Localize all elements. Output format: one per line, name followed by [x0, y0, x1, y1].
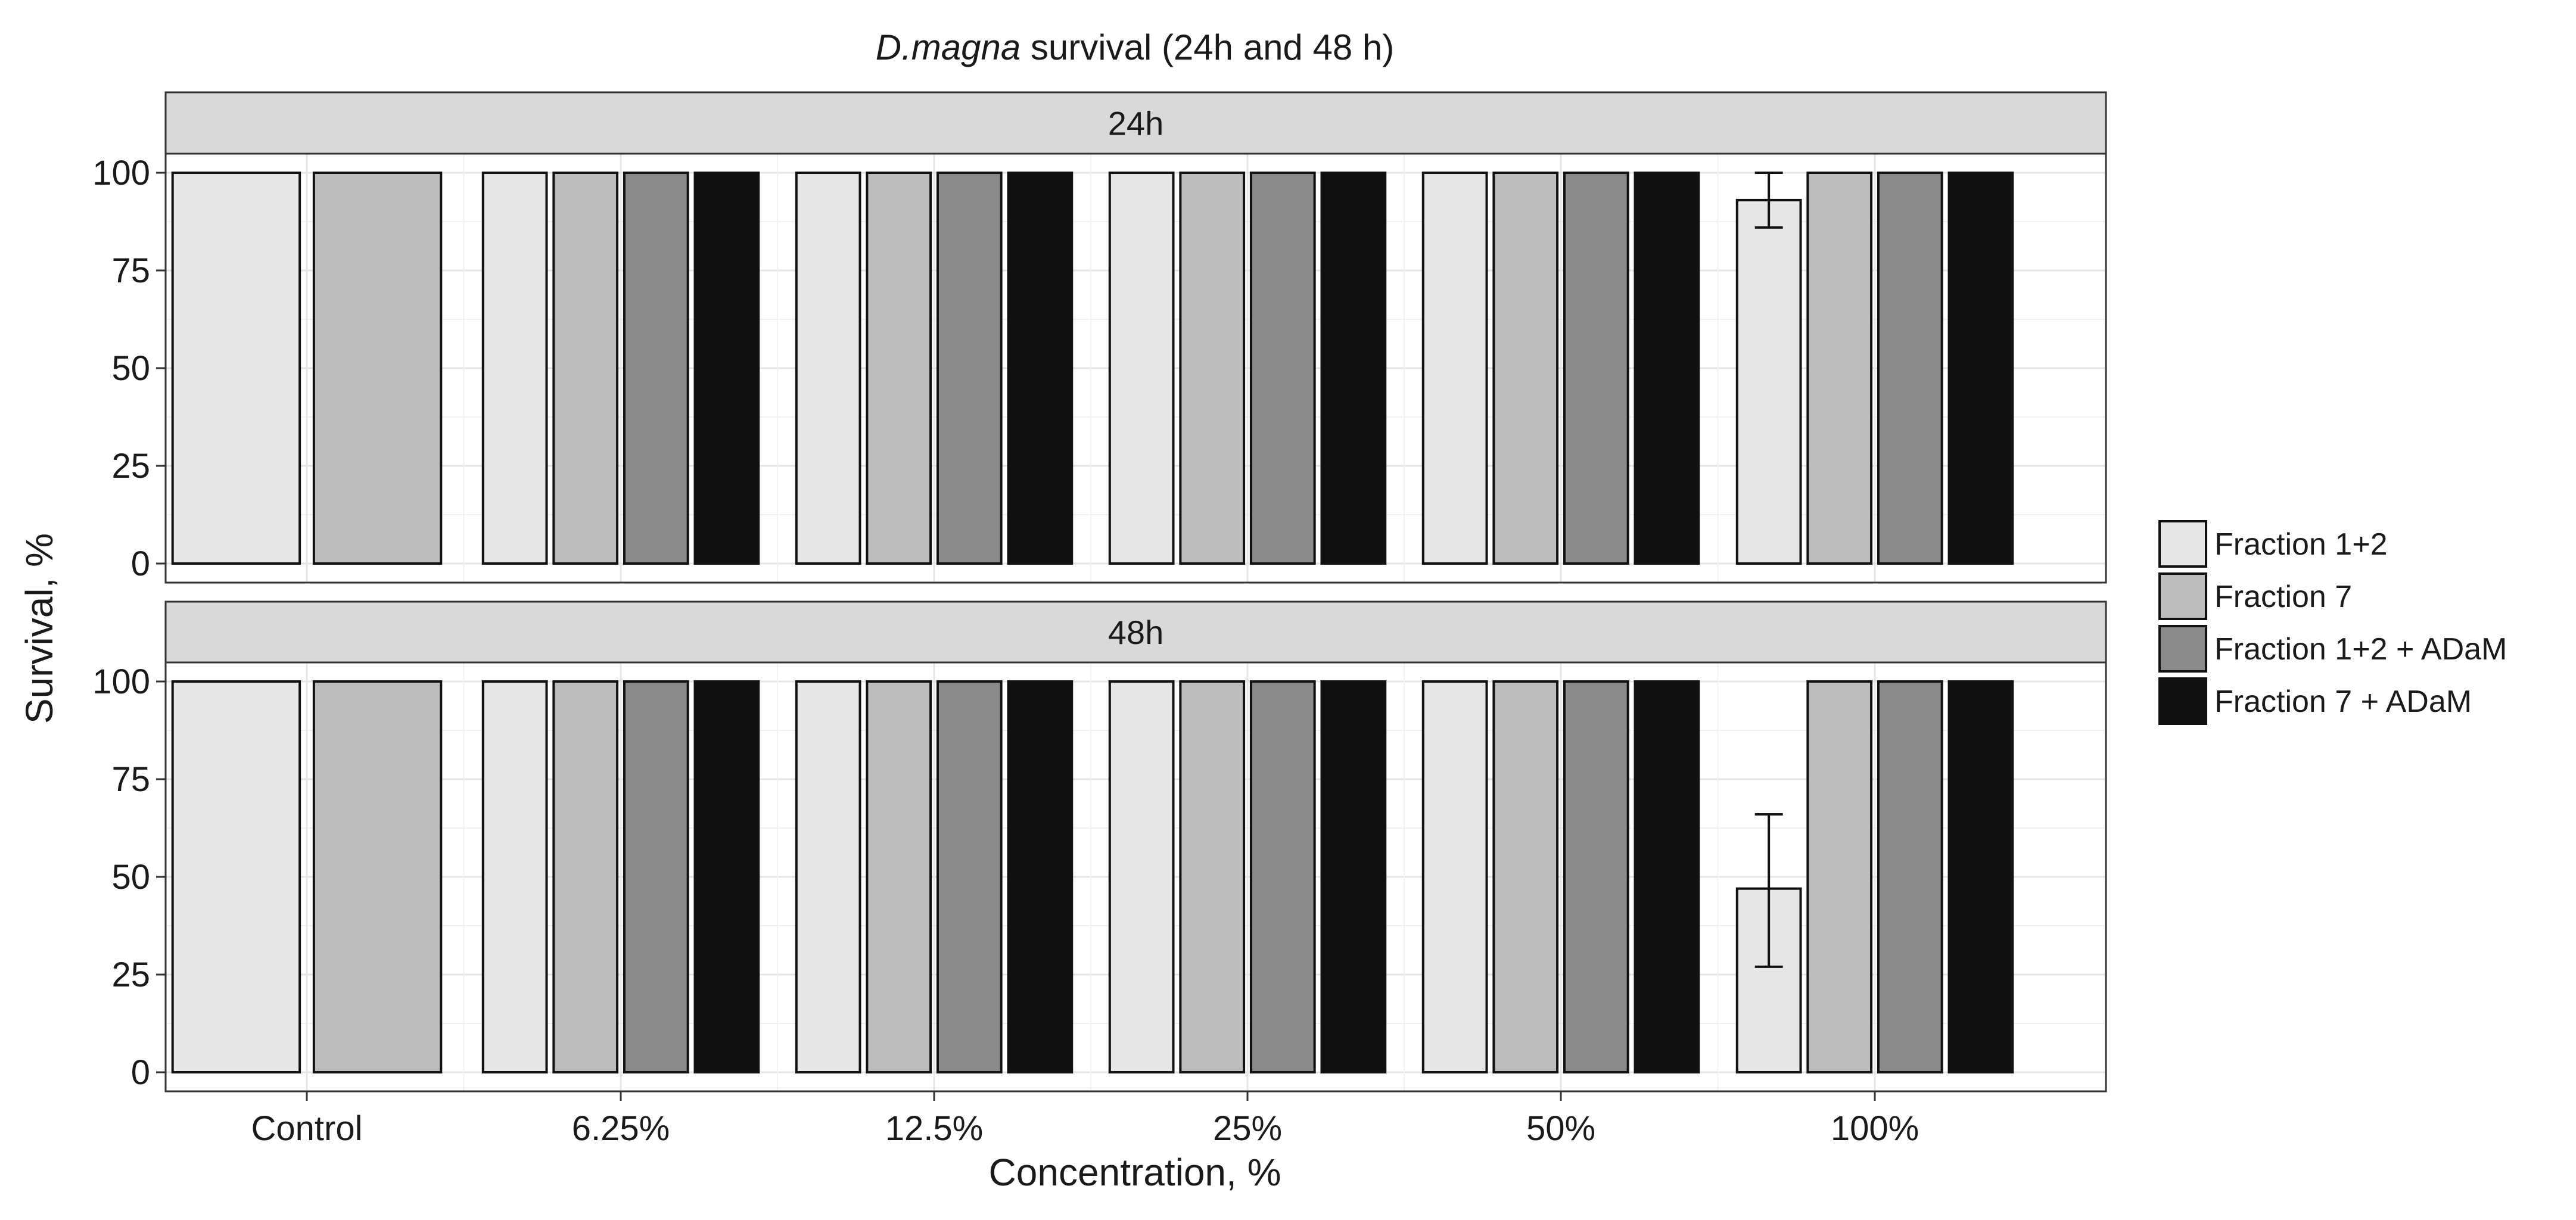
facet-strip-label: 24h	[1108, 105, 1163, 142]
y-tick-label: 0	[131, 544, 150, 583]
x-tick-label: 6.25%	[572, 1109, 670, 1148]
x-tick-label: 100%	[1831, 1109, 1919, 1148]
bar-48h-Control-Fraction 7	[312, 680, 443, 1073]
bar-48h-100%-Fraction 1+2 + ADaM	[1877, 680, 1943, 1073]
bar-24h-25%-Fraction 7	[1179, 172, 1246, 565]
legend-item: Fraction 1+2 + ADaM	[2158, 625, 2507, 673]
error-bar	[1754, 172, 1783, 229]
legend-item: Fraction 7 + ADaM	[2158, 677, 2472, 725]
bar-48h-Control-Fraction 1+2	[171, 680, 301, 1073]
legend-key	[2158, 520, 2207, 568]
bar-48h-12.5%-Fraction 1+2 + ADaM	[936, 680, 1003, 1073]
panel-border	[164, 661, 2107, 1093]
bar-24h-6.25%-Fraction 1+2 + ADaM	[623, 172, 689, 565]
y-tick-label: 100	[92, 154, 150, 192]
bar-24h-Control-Fraction 7	[312, 172, 443, 565]
x-axis-title: Concentration, %	[989, 1151, 1281, 1194]
x-tick-label: 50%	[1526, 1109, 1595, 1148]
legend-key	[2158, 572, 2207, 620]
y-axis: 0 25 50 75 100	[92, 154, 166, 583]
bar-24h-12.5%-Fraction 1+2 + ADaM	[936, 172, 1003, 565]
legend-label: Fraction 1+2	[2214, 527, 2388, 562]
chart-title-italic: D.magna	[876, 27, 1021, 67]
bar-48h-6.25%-Fraction 1+2 + ADaM	[623, 680, 689, 1073]
facet-strip-label: 48h	[1108, 614, 1163, 651]
x-tick-label: 25%	[1213, 1109, 1282, 1148]
bar-48h-25%-Fraction 7 + ADaM	[1320, 680, 1387, 1073]
bar-48h-50%-Fraction 7	[1492, 680, 1559, 1073]
bar-24h-6.25%-Fraction 1+2	[481, 172, 548, 565]
legend-key	[2158, 677, 2207, 725]
bar-24h-50%-Fraction 7	[1492, 172, 1559, 565]
facet-panel-24h: 24h 0 25 50 75 100	[92, 91, 2107, 584]
bar-24h-6.25%-Fraction 7	[552, 172, 619, 565]
y-tick-label: 0	[131, 1053, 150, 1092]
bar-24h-12.5%-Fraction 1+2	[795, 172, 861, 565]
bar-48h-6.25%-Fraction 7 + ADaM	[693, 680, 760, 1073]
y-tick-label: 75	[111, 760, 150, 799]
bar-24h-25%-Fraction 1+2	[1108, 172, 1175, 565]
legend-key	[2158, 625, 2207, 673]
bar-24h-100%-Fraction 7	[1806, 172, 1873, 565]
bar-24h-100%-Fraction 1+2	[1735, 198, 1802, 565]
y-axis: 0 25 50 75 100	[92, 662, 166, 1092]
chart-title-rest: survival (24h and 48 h)	[1021, 27, 1394, 67]
bar-48h-6.25%-Fraction 7	[552, 680, 619, 1073]
y-tick-label: 100	[92, 662, 150, 701]
bar-48h-25%-Fraction 1+2 + ADaM	[1249, 680, 1316, 1073]
bar-24h-Control-Fraction 1+2	[171, 172, 301, 565]
bar-48h-12.5%-Fraction 7 + ADaM	[1007, 680, 1074, 1073]
x-axis: Control 6.25% 12.5% 25% 50% 100%	[251, 1091, 1919, 1148]
bar-24h-50%-Fraction 1+2	[1421, 172, 1488, 565]
bar-48h-100%-Fraction 7	[1806, 680, 1873, 1073]
bar-48h-6.25%-Fraction 1+2	[481, 680, 548, 1073]
facet-panels: 24h 0 25 50 75 100 48h 0 25 50 75 100	[92, 91, 2107, 1093]
y-tick-label: 50	[111, 349, 150, 388]
y-tick-label: 50	[111, 858, 150, 897]
bar-48h-25%-Fraction 1+2	[1108, 680, 1175, 1073]
bar-48h-100%-Fraction 7 + ADaM	[1947, 680, 2014, 1073]
x-tick-label: Control	[251, 1109, 363, 1148]
facet-strip	[164, 600, 2107, 664]
bars	[171, 172, 2014, 565]
bar-48h-12.5%-Fraction 7	[866, 680, 932, 1073]
y-axis-title: Survival, %	[18, 533, 61, 724]
y-tick-label: 75	[111, 251, 150, 290]
legend-label: Fraction 1+2 + ADaM	[2214, 632, 2507, 667]
panel-border	[164, 152, 2107, 584]
bar-24h-100%-Fraction 7 + ADaM	[1947, 172, 2014, 565]
bar-24h-6.25%-Fraction 7 + ADaM	[693, 172, 760, 565]
bar-48h-50%-Fraction 1+2 + ADaM	[1563, 680, 1629, 1073]
bar-48h-50%-Fraction 1+2	[1421, 680, 1488, 1073]
x-tick-label: 12.5%	[885, 1109, 983, 1148]
bar-24h-100%-Fraction 1+2 + ADaM	[1877, 172, 1943, 565]
legend-label: Fraction 7 + ADaM	[2214, 684, 2472, 719]
bar-48h-50%-Fraction 7 + ADaM	[1634, 680, 1700, 1073]
chart-title: D.magna survival (24h and 48 h)	[876, 27, 1394, 67]
legend: Fraction 1+2 Fraction 7 Fraction 1+2 + ADa…	[2158, 520, 2507, 725]
bar-48h-12.5%-Fraction 1+2	[795, 680, 861, 1073]
bar-24h-12.5%-Fraction 7 + ADaM	[1007, 172, 1074, 565]
error-bar	[1754, 813, 1783, 968]
bar-24h-25%-Fraction 7 + ADaM	[1320, 172, 1387, 565]
bar-24h-25%-Fraction 1+2 + ADaM	[1249, 172, 1316, 565]
bar-48h-25%-Fraction 7	[1179, 680, 1246, 1073]
facet-panel-48h: 48h 0 25 50 75 100	[92, 600, 2107, 1093]
bar-24h-50%-Fraction 7 + ADaM	[1634, 172, 1700, 565]
y-tick-label: 25	[111, 447, 150, 485]
facet-strip	[164, 91, 2107, 155]
legend-item: Fraction 1+2	[2158, 520, 2388, 568]
bars	[171, 680, 2014, 1074]
bar-24h-50%-Fraction 1+2 + ADaM	[1563, 172, 1629, 565]
bar-24h-12.5%-Fraction 7	[866, 172, 932, 565]
legend-item: Fraction 7	[2158, 572, 2352, 620]
legend-label: Fraction 7	[2214, 580, 2352, 614]
y-tick-label: 25	[111, 956, 150, 994]
